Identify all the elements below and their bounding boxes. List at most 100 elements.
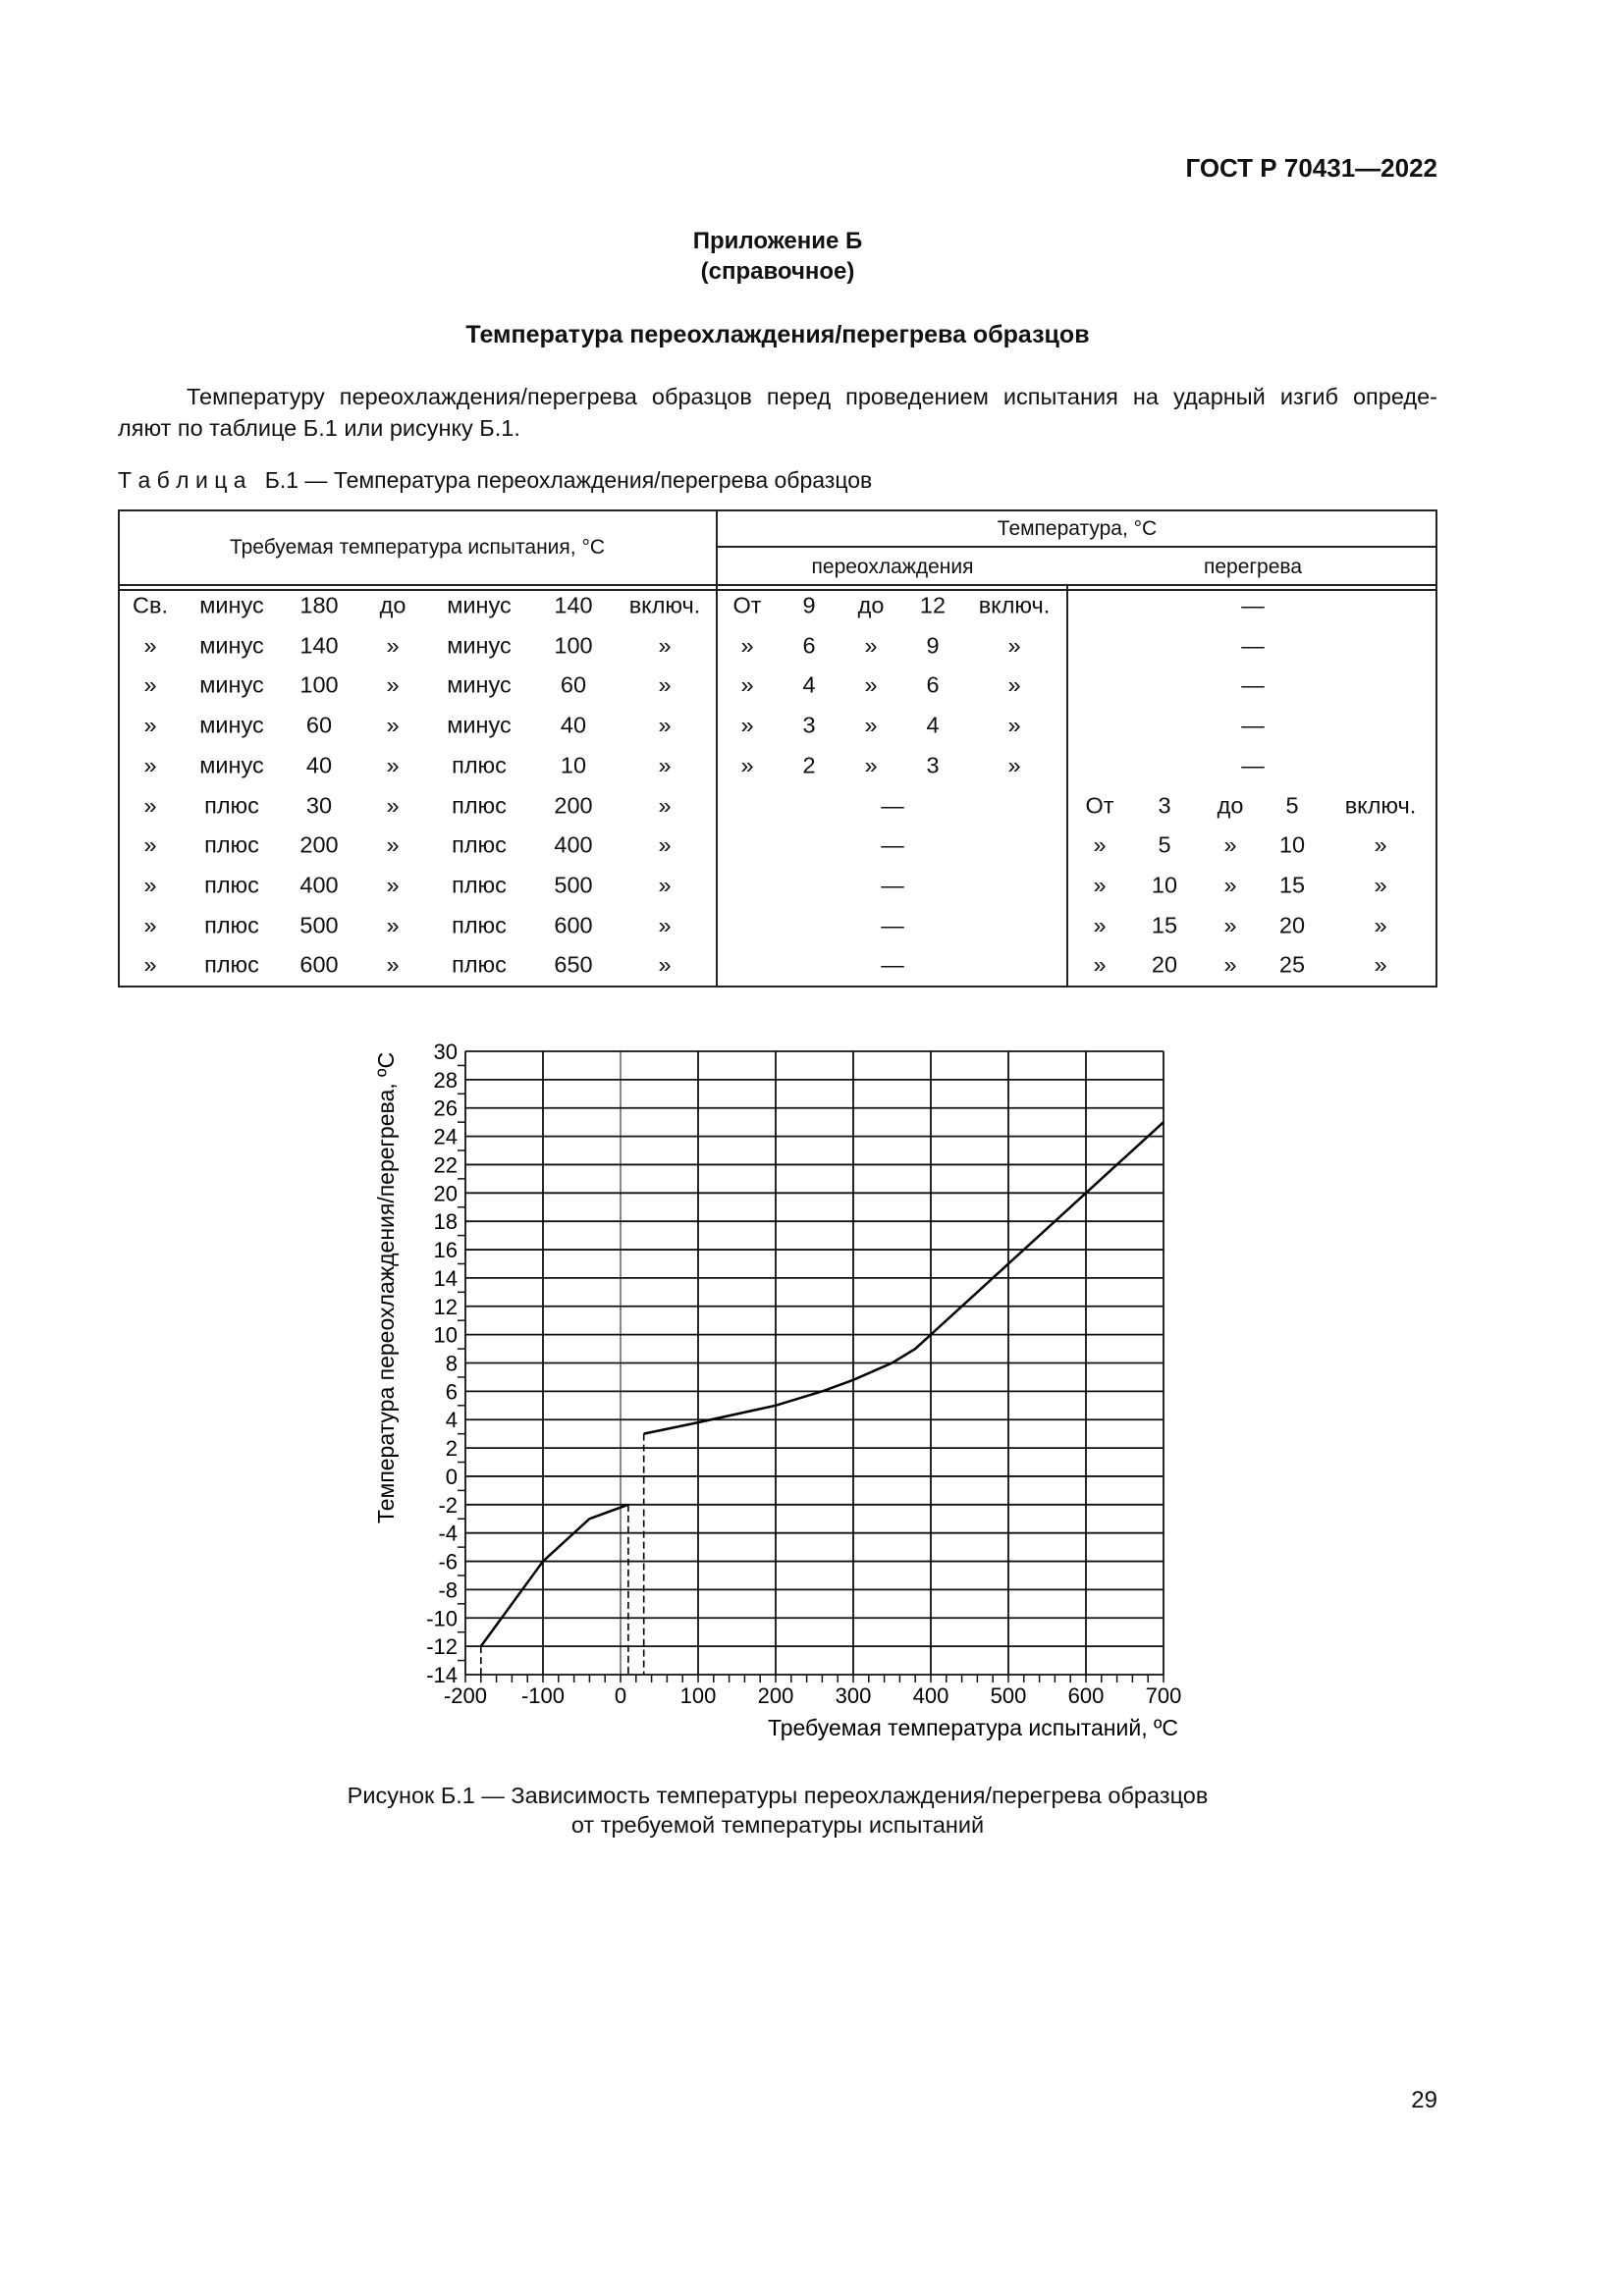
- cell-required: плюс: [452, 831, 507, 858]
- x-tick-label: -200: [444, 1683, 487, 1708]
- cell-required: минус: [199, 592, 264, 618]
- cell-subcool: »: [864, 632, 878, 659]
- cell-overheat: »: [1093, 912, 1107, 938]
- cell-required: 140: [299, 632, 339, 659]
- y-tick-label: 10: [434, 1323, 458, 1348]
- cell-required: 60: [305, 712, 333, 738]
- header-subcool: переохлаждения: [811, 556, 974, 578]
- cell-subcool: 12: [919, 592, 947, 618]
- intro-paragraph: Температуру переохлаждения/перегрева обр…: [118, 381, 1437, 444]
- cell-subcool: 4: [802, 671, 816, 698]
- standard-number: ГОСТ Р 70431—2022: [1185, 153, 1437, 183]
- cell-required: »: [386, 831, 400, 858]
- cell-overheat: 20: [1151, 951, 1178, 978]
- cell-required: плюс: [452, 912, 507, 938]
- cell-required: »: [386, 671, 400, 698]
- cell-required: минус: [447, 712, 512, 738]
- cell-required: »: [143, 752, 157, 778]
- cell-subcool: 9: [802, 592, 816, 618]
- cell-required: минус: [447, 671, 512, 698]
- cell-required: »: [143, 792, 157, 818]
- paragraph-line: ляют по таблице Б.1 или рисунку Б.1.: [118, 415, 520, 441]
- cell-subcool: —: [881, 831, 904, 858]
- cell-required: »: [658, 872, 672, 898]
- cell-required: Св.: [133, 592, 168, 618]
- cell-required: 40: [305, 752, 333, 778]
- cell-required: »: [143, 712, 157, 738]
- y-tick-label: 22: [434, 1152, 458, 1177]
- cell-required: минус: [199, 632, 264, 659]
- cell-overheat: 10: [1151, 872, 1178, 898]
- cell-subcool: От: [732, 592, 762, 618]
- cell-subcool: 4: [926, 712, 940, 738]
- cell-overheat: От: [1085, 792, 1114, 818]
- cell-required: »: [386, 872, 400, 898]
- y-tick-label: 2: [446, 1436, 458, 1461]
- cell-subcool: »: [740, 632, 754, 659]
- cell-required: »: [143, 912, 157, 938]
- y-tick-label: -10: [426, 1606, 458, 1630]
- cell-required: плюс: [452, 951, 507, 978]
- cell-overheat: 15: [1151, 912, 1178, 938]
- cell-required: »: [386, 752, 400, 778]
- cell-required: 100: [554, 632, 593, 659]
- cell-overheat: 10: [1278, 831, 1306, 858]
- cell-overheat: »: [1374, 831, 1387, 858]
- cell-required: включ.: [628, 592, 701, 618]
- series-line: [479, 1503, 629, 1647]
- x-tick-label: 400: [913, 1683, 949, 1708]
- y-tick-label: -12: [426, 1634, 458, 1659]
- cell-required: »: [143, 831, 157, 858]
- x-tick-label: 500: [991, 1683, 1027, 1708]
- y-tick-label: 12: [434, 1295, 458, 1319]
- y-tick-label: 24: [434, 1125, 458, 1149]
- cell-required: 500: [554, 872, 593, 898]
- cell-required: 500: [299, 912, 339, 938]
- x-tick-label: 600: [1068, 1683, 1105, 1708]
- cell-required: 60: [560, 671, 587, 698]
- cell-required: плюс: [452, 752, 507, 778]
- cell-subcool: —: [881, 872, 904, 898]
- cell-required: 30: [305, 792, 333, 818]
- y-tick-label: 18: [434, 1209, 458, 1234]
- x-tick-label: 700: [1146, 1683, 1182, 1708]
- series-line: [643, 1121, 1164, 1435]
- cell-required: »: [658, 671, 672, 698]
- cell-overheat: »: [1223, 831, 1237, 858]
- table-b1: Требуемая температура испытания, °С Темп…: [118, 509, 1437, 988]
- cell-required: плюс: [452, 872, 507, 898]
- cell-overheat: включ.: [1344, 792, 1417, 818]
- cell-required: »: [386, 712, 400, 738]
- cell-required: »: [386, 632, 400, 659]
- cell-required: 400: [554, 831, 593, 858]
- x-tick-label: 100: [680, 1683, 717, 1708]
- y-tick-label: 6: [446, 1379, 458, 1404]
- cell-subcool: »: [864, 752, 878, 778]
- cell-required: »: [658, 792, 672, 818]
- cell-subcool: »: [1007, 712, 1021, 738]
- cell-subcool: »: [1007, 752, 1021, 778]
- cell-required: »: [143, 872, 157, 898]
- cell-required: 10: [560, 752, 587, 778]
- y-axis-label: Температура переохлаждения/перегрева, ºC: [373, 1052, 399, 1523]
- cell-overheat: —: [1241, 752, 1265, 778]
- cell-overheat: »: [1223, 872, 1237, 898]
- cell-overheat: 20: [1278, 912, 1306, 938]
- cell-subcool: »: [1007, 671, 1021, 698]
- y-tick-label: -6: [438, 1550, 458, 1575]
- cell-overheat: »: [1374, 951, 1387, 978]
- cell-subcool: »: [1007, 632, 1021, 659]
- cell-subcool: 9: [926, 632, 940, 659]
- y-tick-label: -4: [438, 1522, 458, 1546]
- header-required-temp: Требуемая температура испытания, °С: [229, 536, 606, 559]
- cell-subcool: —: [881, 792, 904, 818]
- cell-overheat: до: [1217, 792, 1244, 818]
- cell-required: минус: [447, 592, 512, 618]
- cell-overheat: »: [1223, 951, 1237, 978]
- cell-subcool: »: [864, 712, 878, 738]
- cell-required: »: [658, 632, 672, 659]
- cell-required: »: [658, 752, 672, 778]
- cell-required: 650: [554, 951, 593, 978]
- annex-subtitle: (справочное): [700, 258, 855, 285]
- cell-overheat: 5: [1285, 792, 1299, 818]
